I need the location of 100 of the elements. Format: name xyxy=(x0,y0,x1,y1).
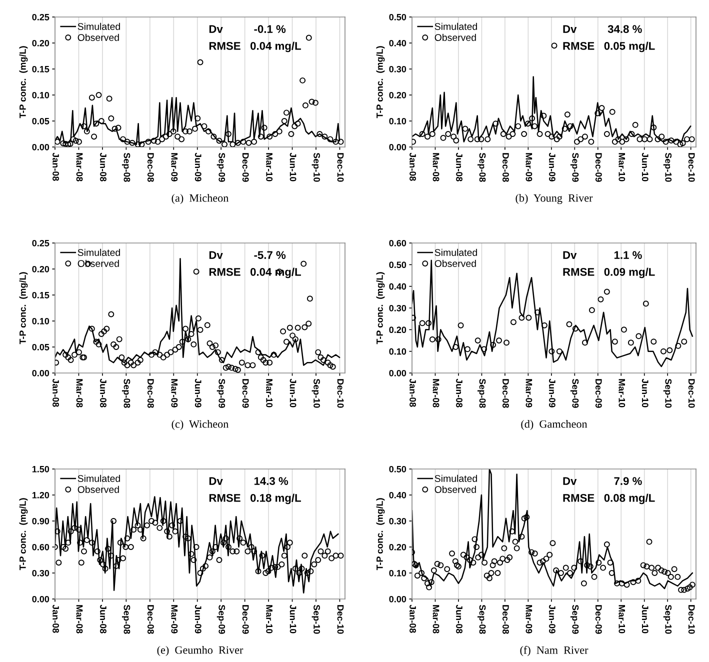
y-tick-label: 0.30 xyxy=(32,570,50,576)
legend-label: Observed xyxy=(434,34,476,41)
x-tick-label: Mar-09 xyxy=(526,379,532,408)
text: (a) Micheon xyxy=(172,194,229,204)
x-tick-label: Sep-09 xyxy=(570,604,579,634)
x-tick-label: Jun-10 xyxy=(642,378,648,408)
x-tick-label: Sep-10 xyxy=(312,604,320,634)
x-tick-label: Sep-08 xyxy=(478,378,486,408)
y-tick-label: 0.20 xyxy=(389,544,406,550)
x-tick-label: Jun-10 xyxy=(642,152,648,182)
x-tick-label: Mar-10 xyxy=(618,605,626,634)
annotation: Dv 14.3 % xyxy=(209,477,288,485)
x-tick-label: Mar-10 xyxy=(618,153,626,182)
x-tick-label: Dec-08 xyxy=(147,153,154,182)
legend-label: Simulated xyxy=(78,248,120,256)
x-tick-label: Sep-08 xyxy=(478,152,486,182)
x-tick-label: Sep-08 xyxy=(478,604,486,634)
x-tick-label: Dec-10 xyxy=(688,605,695,634)
y-tick-label: 0.40 xyxy=(389,283,406,290)
y-tick-label: 0.60 xyxy=(389,240,406,246)
x-tick-label: Sep-10 xyxy=(663,152,672,182)
x-tick-label: Sep-10 xyxy=(312,378,320,408)
y-tick-label: 0.00 xyxy=(32,596,50,602)
x-tick-label: Dec-08 xyxy=(147,379,154,408)
y-axis-title: T-P conc. (mg/L) xyxy=(376,272,385,344)
x-tick-label: Jun-08 xyxy=(100,378,106,408)
x-tick-label: Jan-08 xyxy=(52,152,59,181)
legend-label: Simulated xyxy=(78,22,120,30)
annotation: RMSE 0.08 mg/L xyxy=(563,494,655,504)
x-tick-label: Sep-08 xyxy=(122,152,130,182)
legend-label: Simulated xyxy=(434,248,477,256)
x-tick-label: Mar-08 xyxy=(432,605,440,634)
x-tick-label: Jun-10 xyxy=(290,152,296,182)
x-tick-label: Dec-09 xyxy=(242,379,249,408)
y-tick-label: 0.30 xyxy=(389,304,406,312)
x-tick-label: Jan-08 xyxy=(410,378,416,407)
x-tick-label: Jun-08 xyxy=(456,604,462,634)
y-tick-label: 0.20 xyxy=(32,40,50,46)
x-tick-label: Mar-09 xyxy=(171,379,178,408)
x-tick-label: Mar-08 xyxy=(432,379,440,408)
text: (c) Wicheon xyxy=(172,420,229,430)
x-tick-label: Mar-10 xyxy=(266,605,273,634)
x-tick-label: Jan-08 xyxy=(410,152,416,181)
y-tick-label: 0.90 xyxy=(32,518,50,524)
x-tick-label: Sep-08 xyxy=(122,604,130,634)
x-tick-label: Jun-10 xyxy=(642,604,648,634)
legend-label: Observed xyxy=(434,486,476,493)
x-tick-label: Jan-08 xyxy=(410,604,416,633)
x-tick-label: Dec-09 xyxy=(595,379,602,408)
x-tick-label: Mar-09 xyxy=(171,153,178,182)
x-tick-label: Dec-09 xyxy=(595,605,602,634)
x-tick-label: Jan-08 xyxy=(52,604,59,633)
y-tick-label: 0.00 xyxy=(389,144,406,150)
y-axis-title: T-P conc. (mg/L) xyxy=(376,498,385,570)
x-tick-label: Mar-08 xyxy=(432,153,440,182)
x-tick-label: Sep-09 xyxy=(570,378,579,408)
y-tick-label: 0.10 xyxy=(389,118,406,124)
y-tick-label: 0.00 xyxy=(32,370,50,376)
legend-label: Observed xyxy=(434,260,476,267)
x-tick-label: Dec-08 xyxy=(147,605,154,634)
annotation: Dv -0.1 % xyxy=(209,25,286,33)
y-tick-label: 0.25 xyxy=(32,240,50,246)
x-tick-label: Dec-09 xyxy=(242,153,249,182)
annotation: RMSE 0.09 mg/L xyxy=(563,268,655,278)
x-tick-label: Jun-08 xyxy=(100,604,106,634)
legend-label: Simulated xyxy=(78,474,120,482)
x-tick-label: Mar-10 xyxy=(266,379,273,408)
annotation: Dv 34.8 % xyxy=(563,25,642,33)
x-tick-label: Dec-09 xyxy=(595,153,602,182)
legend-label: Simulated xyxy=(434,474,477,482)
x-tick-label: Mar-08 xyxy=(76,605,83,634)
y-tick-label: 0.20 xyxy=(32,266,50,272)
y-tick-label: 0.10 xyxy=(32,318,50,324)
text: (e) Geumho River xyxy=(157,646,244,656)
x-tick-label: Mar-08 xyxy=(76,379,83,408)
annotation: Dv -5.7 % xyxy=(209,251,286,259)
annotation: Dv 1.1 % xyxy=(563,251,642,259)
x-tick-label: Sep-10 xyxy=(663,378,672,408)
y-tick-label: 0.00 xyxy=(32,144,50,150)
x-tick-label: Jun-08 xyxy=(456,378,462,408)
annotation: Dv 7.9 % xyxy=(563,477,642,485)
x-tick-label: Jun-09 xyxy=(548,378,556,408)
x-tick-label: Mar-08 xyxy=(76,153,83,182)
x-tick-label: Jun-09 xyxy=(194,378,202,408)
x-tick-label: Mar-09 xyxy=(526,605,532,634)
y-tick-label: 0.50 xyxy=(389,14,406,20)
y-tick-label: 0.15 xyxy=(32,292,50,298)
x-tick-label: Dec-10 xyxy=(688,153,695,182)
text: (b) Young River xyxy=(516,194,593,204)
x-tick-label: Jan-08 xyxy=(52,378,59,407)
x-tick-label: Sep-09 xyxy=(570,152,579,182)
y-tick-label: 0.20 xyxy=(389,326,406,334)
x-tick-label: Sep-09 xyxy=(216,604,226,634)
x-tick-label: Sep-09 xyxy=(216,152,226,182)
x-tick-label: Jun-09 xyxy=(194,604,202,634)
y-tick-label: 0.60 xyxy=(32,544,50,550)
x-tick-label: Dec-10 xyxy=(337,379,344,408)
x-tick-label: Jun-09 xyxy=(194,152,202,182)
y-tick-label: 1.20 xyxy=(32,492,50,498)
y-tick-label: 0.00 xyxy=(389,370,406,376)
